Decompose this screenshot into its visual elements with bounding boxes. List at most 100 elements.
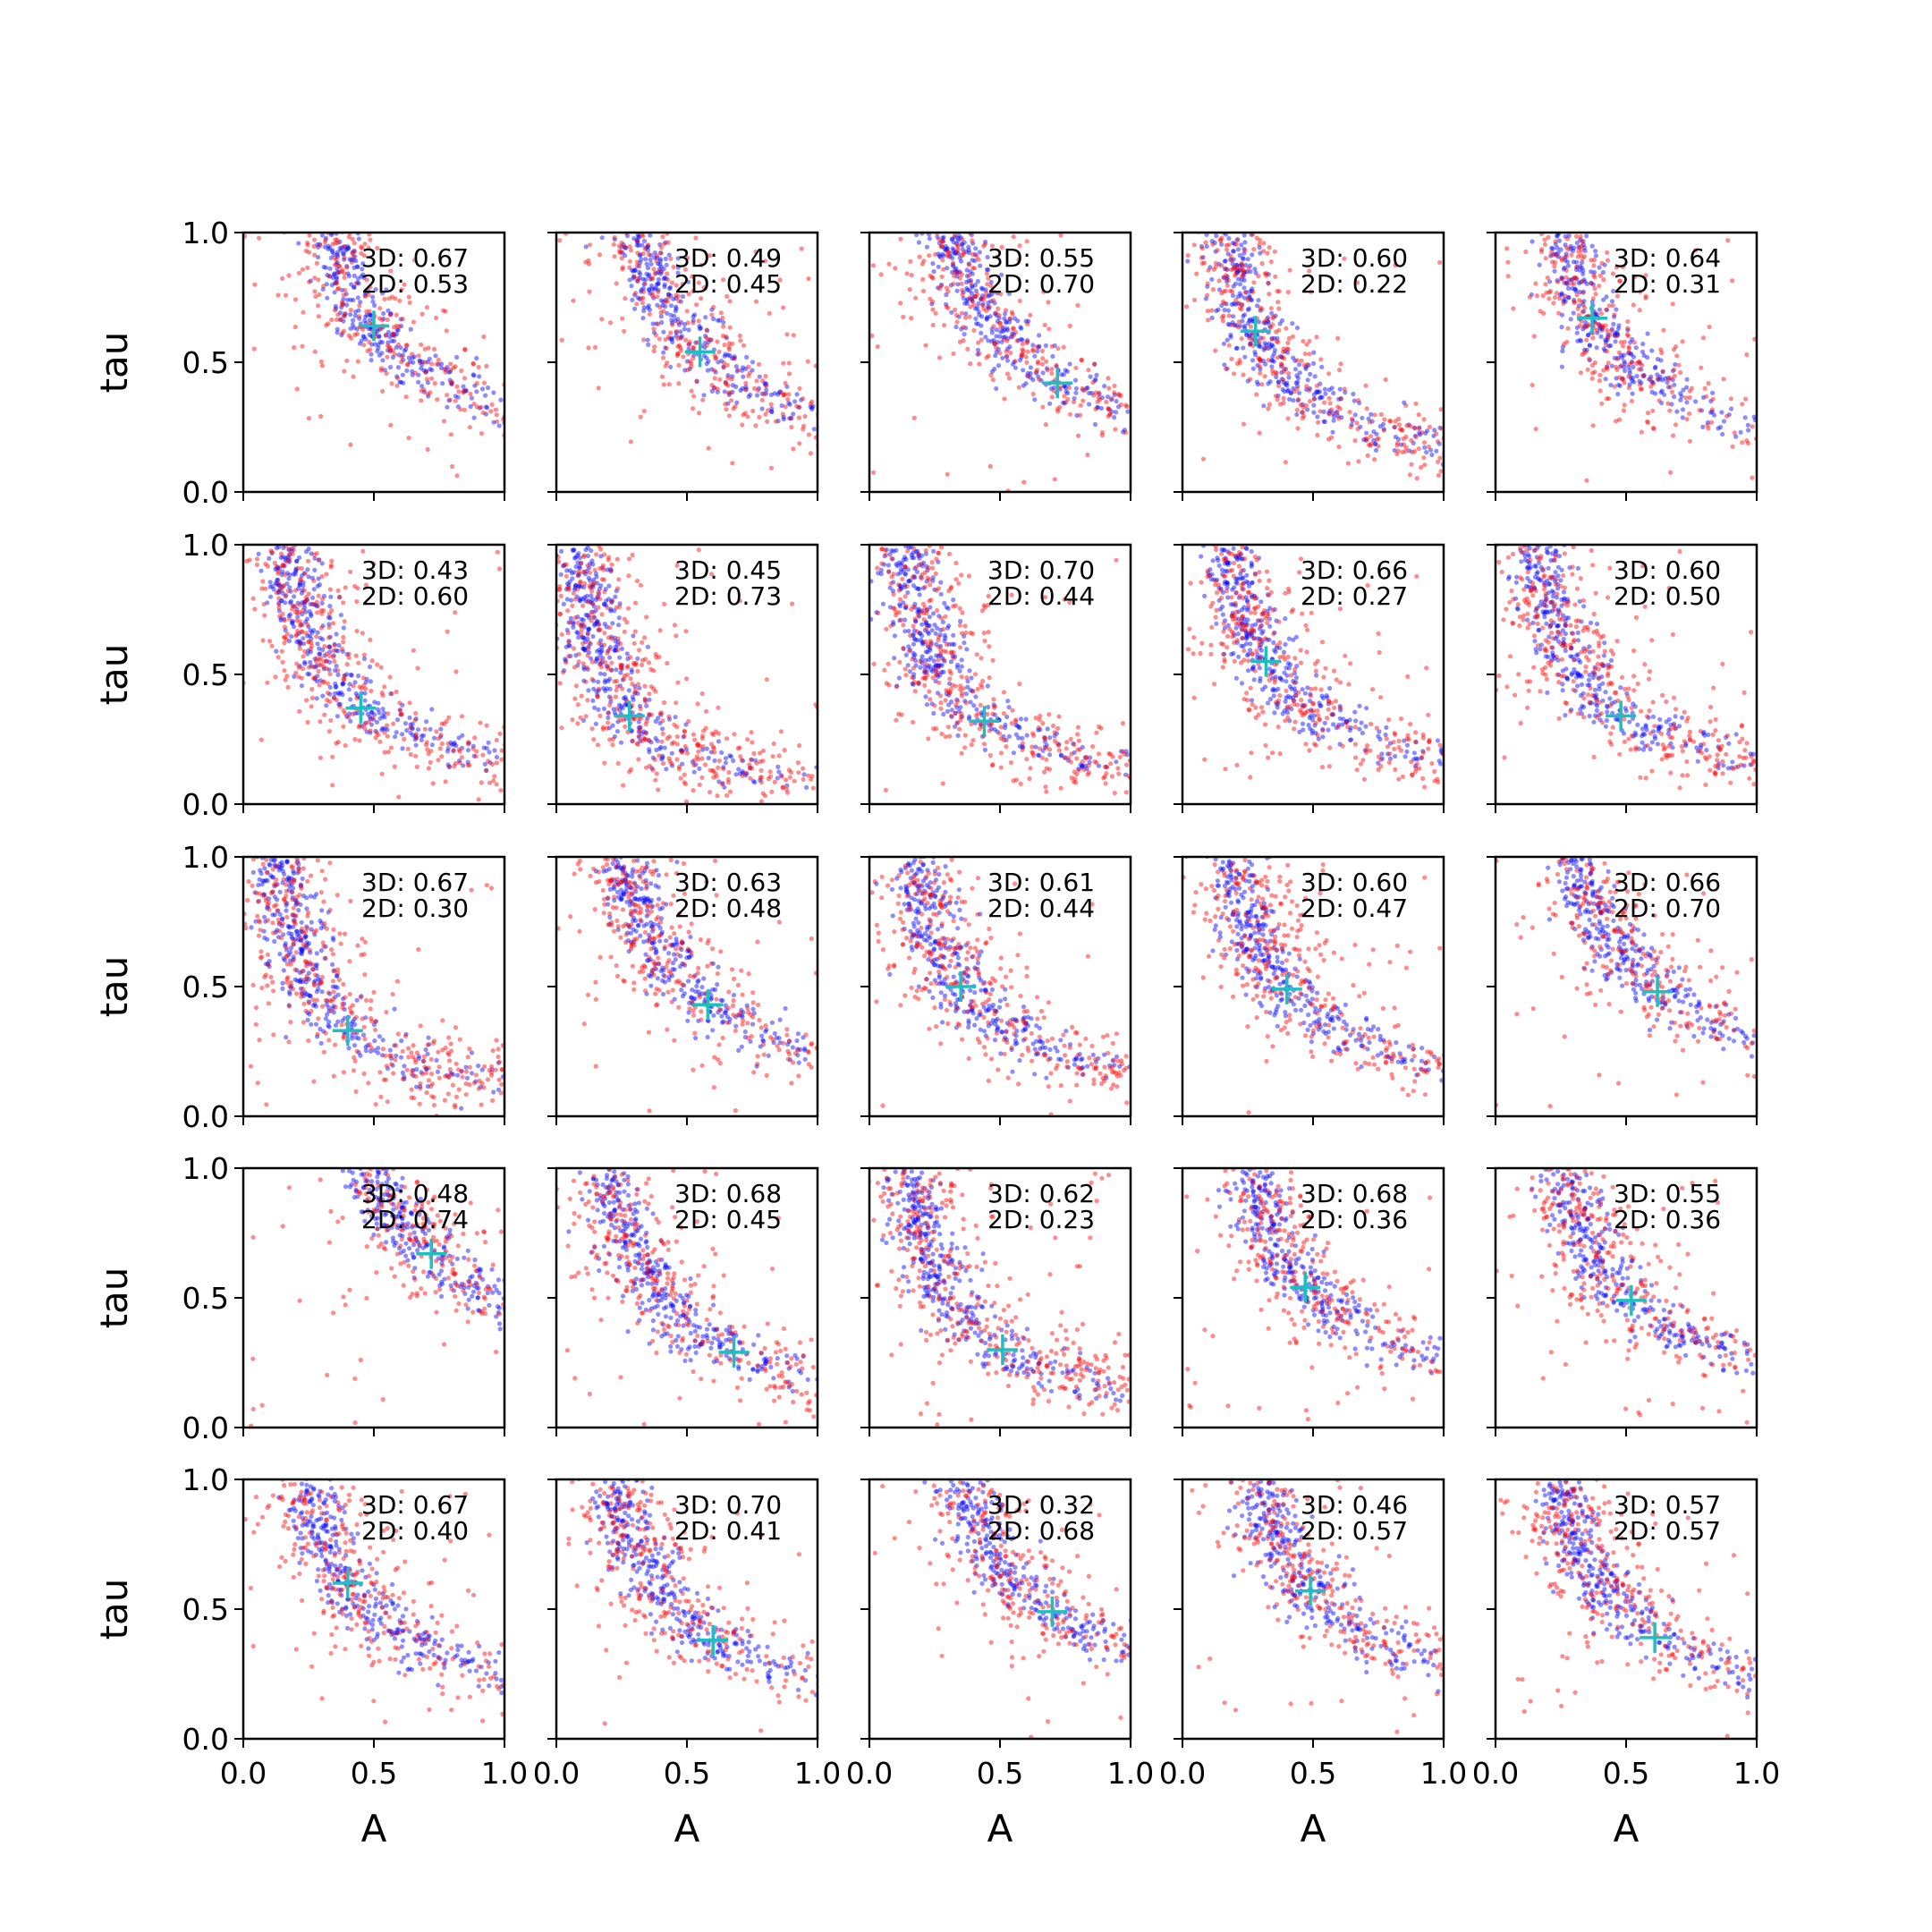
point-3d: [675, 265, 681, 270]
point-2d: [681, 354, 686, 360]
point-2d: [287, 552, 292, 557]
point-2d: [758, 775, 763, 781]
point-3d: [612, 608, 617, 614]
point-3d: [415, 727, 421, 733]
point-2d: [343, 311, 348, 317]
point-3d: [1219, 242, 1224, 247]
point-3d: [1233, 323, 1239, 328]
point-2d: [284, 559, 290, 564]
point-3d: [1622, 364, 1627, 369]
point-3d: [1639, 380, 1644, 386]
point-2d: [901, 623, 906, 628]
point-3d: [592, 621, 597, 627]
point-3d: [1627, 382, 1632, 387]
point-3d: [379, 351, 385, 356]
point-3d: [639, 257, 644, 262]
point-3d: [1411, 440, 1416, 445]
point-2d: [658, 245, 664, 250]
point-2d: [968, 361, 973, 367]
point-3d: [347, 682, 352, 687]
point-2d: [1097, 397, 1103, 402]
point-2d: [1075, 433, 1081, 438]
point-3d: [578, 584, 584, 589]
point-2d: [592, 567, 597, 572]
point-3d: [657, 262, 663, 267]
point-2d: [1619, 363, 1624, 369]
point-2d: [263, 561, 268, 567]
point-2d: [1276, 327, 1282, 333]
point-2d: [559, 725, 564, 731]
point-3d: [1331, 390, 1336, 396]
point-3d: [344, 302, 350, 308]
point-3d: [683, 722, 689, 727]
point-2d: [454, 473, 460, 479]
point-3d: [275, 581, 280, 587]
point-2d: [256, 235, 262, 241]
point-3d: [595, 580, 600, 586]
point-2d: [661, 309, 666, 314]
point-2d: [1399, 427, 1404, 433]
point-3d: [669, 336, 674, 342]
point-2d: [298, 640, 303, 646]
point-3d: [1030, 343, 1036, 348]
point-3d: [1587, 358, 1592, 363]
point-2d: [700, 733, 706, 739]
point-3d: [730, 389, 735, 394]
point-3d: [1092, 421, 1098, 428]
point-2d: [1413, 434, 1419, 439]
point-2d: [683, 799, 690, 804]
point-2d: [386, 296, 392, 301]
point-3d: [921, 560, 927, 565]
point-3d: [902, 572, 908, 577]
point-2d: [1643, 293, 1648, 299]
point-2d: [368, 284, 373, 290]
point-2d: [324, 658, 329, 664]
point-3d: [911, 674, 917, 680]
point-2d: [628, 655, 633, 660]
point-2d: [379, 318, 385, 323]
point-2d: [282, 640, 287, 646]
point-3d: [636, 234, 641, 240]
point-3d: [1256, 298, 1261, 303]
point-3d: [346, 274, 352, 279]
point-2d: [377, 316, 383, 321]
point-2d: [1336, 444, 1342, 450]
point-2d: [498, 788, 504, 793]
point-3d: [1045, 366, 1050, 371]
point-2d: [295, 610, 301, 615]
point-2d: [738, 338, 743, 343]
point-2d: [356, 724, 361, 730]
point-3d: [959, 242, 965, 248]
point-2d: [1651, 381, 1657, 386]
point-2d: [484, 723, 489, 728]
point-3d: [292, 674, 297, 680]
point-3d: [965, 287, 970, 292]
point-3d: [1284, 388, 1290, 394]
point-2d: [1680, 339, 1685, 344]
point-3d: [973, 694, 979, 699]
point-3d: [319, 600, 325, 606]
point-2d: [494, 760, 499, 766]
point-3d: [1275, 393, 1281, 399]
point-3d: [927, 236, 932, 242]
point-2d: [278, 551, 284, 556]
point-3d: [296, 555, 302, 561]
point-3d: [973, 306, 979, 311]
point-2d: [1601, 277, 1606, 283]
point-3d: [577, 564, 582, 570]
point-2d: [626, 556, 632, 562]
point-2d: [1113, 427, 1118, 432]
point-3d: [612, 733, 618, 740]
point-3d: [1037, 333, 1042, 338]
point-3d: [1065, 390, 1071, 396]
point-2d: [1578, 370, 1583, 376]
point-3d: [1670, 369, 1675, 374]
point-3d: [289, 548, 294, 554]
point-2d: [614, 678, 620, 684]
point-3d: [1630, 336, 1635, 343]
point-3d: [664, 276, 669, 282]
point-3d: [445, 762, 451, 767]
point-3d: [596, 679, 601, 684]
point-3d: [307, 672, 312, 677]
